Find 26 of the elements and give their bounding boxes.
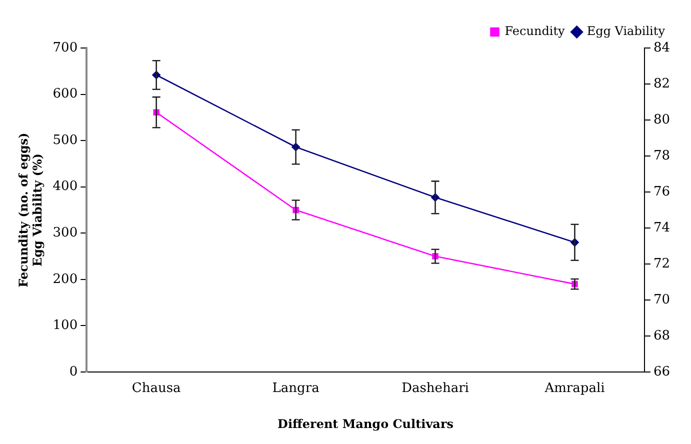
y-tick-label: 0: [69, 364, 78, 380]
legend-label: Fecundity: [504, 24, 566, 38]
y2-tick-label: 76: [653, 184, 670, 200]
y2-tick-label: 70: [653, 292, 670, 308]
legend-label: Egg Viability: [586, 24, 666, 38]
x-tick-label: Amrapali: [544, 381, 605, 396]
y-tick-label: 700: [52, 40, 78, 56]
y2-tick-label: 68: [653, 328, 670, 344]
y2-tick-label: 82: [653, 76, 670, 92]
y-tick-label: 100: [52, 318, 78, 334]
x-tick-label: Chausa: [132, 381, 182, 396]
x-axis-title: Different Mango Cultivars: [278, 416, 454, 431]
y-tick-label: 300: [52, 226, 78, 241]
x-tick-label: Dashehari: [402, 381, 469, 396]
y2-tick-label: 80: [653, 112, 670, 128]
y-tick-label: 400: [52, 179, 78, 194]
y2-tick-label: 72: [653, 256, 670, 272]
y-tick-label: 600: [52, 86, 78, 102]
x-tick-label: Langra: [272, 381, 320, 396]
y2-tick-label: 78: [653, 148, 670, 164]
y2-tick-label: 74: [653, 220, 670, 236]
y-tick-label: 500: [52, 132, 78, 148]
y-tick-label: 200: [52, 272, 78, 287]
y2-tick-label: 84: [653, 40, 670, 56]
y2-tick-label: 66: [653, 364, 670, 380]
y-axis-title: Fecundity (no. of eggs) Egg Viability (%): [16, 132, 45, 288]
